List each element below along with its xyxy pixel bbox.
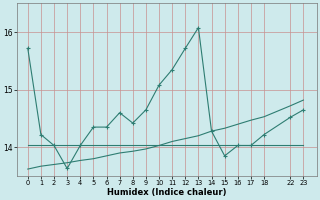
X-axis label: Humidex (Indice chaleur): Humidex (Indice chaleur) — [107, 188, 227, 197]
